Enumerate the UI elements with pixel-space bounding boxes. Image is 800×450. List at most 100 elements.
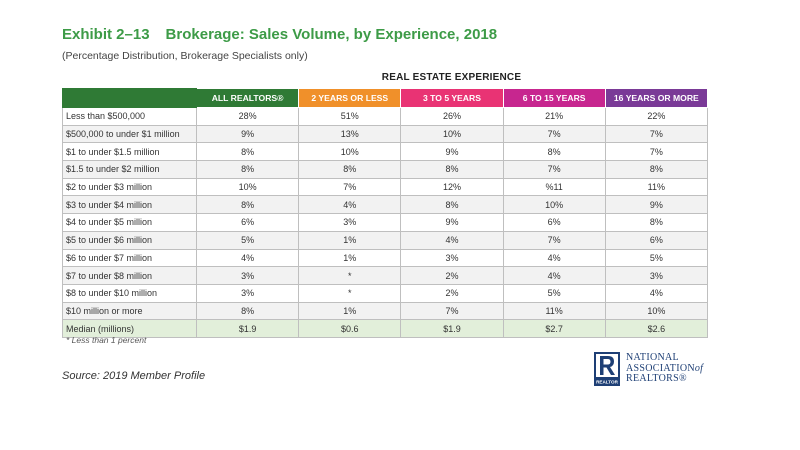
row-label: Median (millions) [62,319,197,338]
table-cell: 2% [400,266,504,285]
row-label: $1.5 to under $2 million [62,160,197,179]
footnote: * Less than 1 percent [66,335,147,345]
table-cell: 5% [604,248,708,268]
table-cell: 9% [400,142,504,162]
row-label: Less than $500,000 [62,107,197,126]
table-cell: 11% [604,177,708,197]
table-cell: 8% [195,301,300,321]
table-cell: 6% [502,213,606,232]
table-cell: 5% [195,230,300,250]
row-label: $6 to under $7 million [62,248,197,268]
realtor-caption: REALTOR [596,380,618,385]
table-row: $6 to under $7 million 4% 1% 3% 4% 5% [62,248,708,268]
table-cell: 4% [195,248,300,268]
table-row: $10 million or more 8% 1% 7% 11% 10% [62,301,708,321]
table-row: $8 to under $10 million 3% * 2% 5% 4% [62,283,708,303]
table-cell: 28% [195,107,300,126]
table-cell: 7% [502,230,606,250]
row-label: $3 to under $4 million [62,195,197,215]
table-cell: $0.6 [298,319,402,338]
table-cell: 4% [604,283,708,303]
median-row: Median (millions) $1.9 $0.6 $1.9 $2.7 $2.6 [62,319,708,338]
row-label: $10 million or more [62,301,197,321]
table-cell: 8% [195,195,300,215]
table-cell: 3% [400,248,504,268]
table-cell: 10% [400,124,504,144]
wordmark-line-3: REALTORS® [626,373,687,384]
table-cell: 2% [400,283,504,303]
nar-wordmark: NATIONAL ASSOCIATIONof REALTORS® [626,352,704,385]
table-cell: 1% [298,230,402,250]
table-cell: 7% [400,301,504,321]
row-label: $5 to under $6 million [62,230,197,250]
exhibit-heading: Brokerage: Sales Volume, by Experience, … [165,26,498,43]
table-cell: 51% [298,107,402,126]
row-label: $4 to under $5 million [62,213,197,232]
table-cell: * [298,266,402,285]
column-header-row: ALL REALTORS® 2 YEARS OR LESS 3 TO 5 YEA… [62,88,708,108]
table-cell: 10% [195,177,300,197]
table-row: $1 to under $1.5 million 8% 10% 9% 8% 7% [62,142,708,162]
table-cell: 9% [400,213,504,232]
table-cell: 7% [298,177,402,197]
row-label: $2 to under $3 million [62,177,197,197]
row-label: $1 to under $1.5 million [62,142,197,162]
table-row: $5 to under $6 million 5% 1% 4% 7% 6% [62,230,708,250]
table-cell: 7% [604,124,708,144]
table-cell: 4% [502,248,606,268]
table-cell: 6% [604,230,708,250]
column-header: 16 YEARS OR MORE [604,88,708,108]
wordmark-of: of [694,362,704,374]
table-cell: 7% [502,160,606,179]
column-header: 3 TO 5 YEARS [400,88,504,108]
row-label: $500,000 to under $1 million [62,124,197,144]
sales-volume-table: ALL REALTORS® 2 YEARS OR LESS 3 TO 5 YEA… [62,88,708,338]
table-row: $4 to under $5 million 6% 3% 9% 6% 8% [62,213,708,232]
table-cell: 9% [604,195,708,215]
table-cell: 1% [298,248,402,268]
table-row: $3 to under $4 million 8% 4% 8% 10% 9% [62,195,708,215]
column-header: ALL REALTORS® [195,88,300,108]
table-row: Less than $500,000 28% 51% 26% 21% 22% [62,107,708,126]
table-cell: 8% [195,160,300,179]
table-cell: 26% [400,107,504,126]
table-cell: 9% [195,124,300,144]
table-cell: 13% [298,124,402,144]
table-cell: 10% [502,195,606,215]
exhibit-title: Exhibit 2–13 Brokerage: Sales Volume, by … [62,26,497,43]
table-cell: 3% [195,283,300,303]
table-cell: 10% [298,142,402,162]
table-cell: $2.7 [502,319,606,338]
table-cell: 3% [298,213,402,232]
table-cell: 22% [604,107,708,126]
table-cell: 21% [502,107,606,126]
table-cell: * [298,283,402,303]
wordmark-line-2: ASSOCIATIONof [626,362,704,374]
table-row: $1.5 to under $2 million 8% 8% 8% 7% 8% [62,160,708,179]
experience-group-header: REAL ESTATE EXPERIENCE [381,72,522,83]
table-cell: 5% [502,283,606,303]
table-cell: 8% [604,213,708,232]
row-label: $7 to under $8 million [62,266,197,285]
table-cell: 4% [400,230,504,250]
table-cell: 3% [604,266,708,285]
column-header: 2 YEARS OR LESS [298,88,402,108]
table-cell: 8% [502,142,606,162]
table-cell: 4% [502,266,606,285]
table-row: $7 to under $8 million 3% * 2% 4% 3% [62,266,708,285]
table-cell: 7% [502,124,606,144]
table-cell: 8% [298,160,402,179]
table-row: $500,000 to under $1 million 9% 13% 10% 7% 7% [62,124,708,144]
wordmark-line-1: NATIONAL [626,352,679,363]
source-note: Source: 2019 Member Profile [62,370,206,382]
table-cell: 7% [604,142,708,162]
table-cell: 8% [400,195,504,215]
exhibit-subtitle: (Percentage Distribution, Brokerage Spec… [62,50,308,62]
table-cell: $2.6 [604,319,708,338]
table-cell: 8% [195,142,300,162]
table-cell: $1.9 [400,319,504,338]
table-cell: %11 [502,177,606,197]
row-label-header [62,88,197,108]
column-header: 6 TO 15 YEARS [502,88,606,108]
table-cell: 8% [604,160,708,179]
